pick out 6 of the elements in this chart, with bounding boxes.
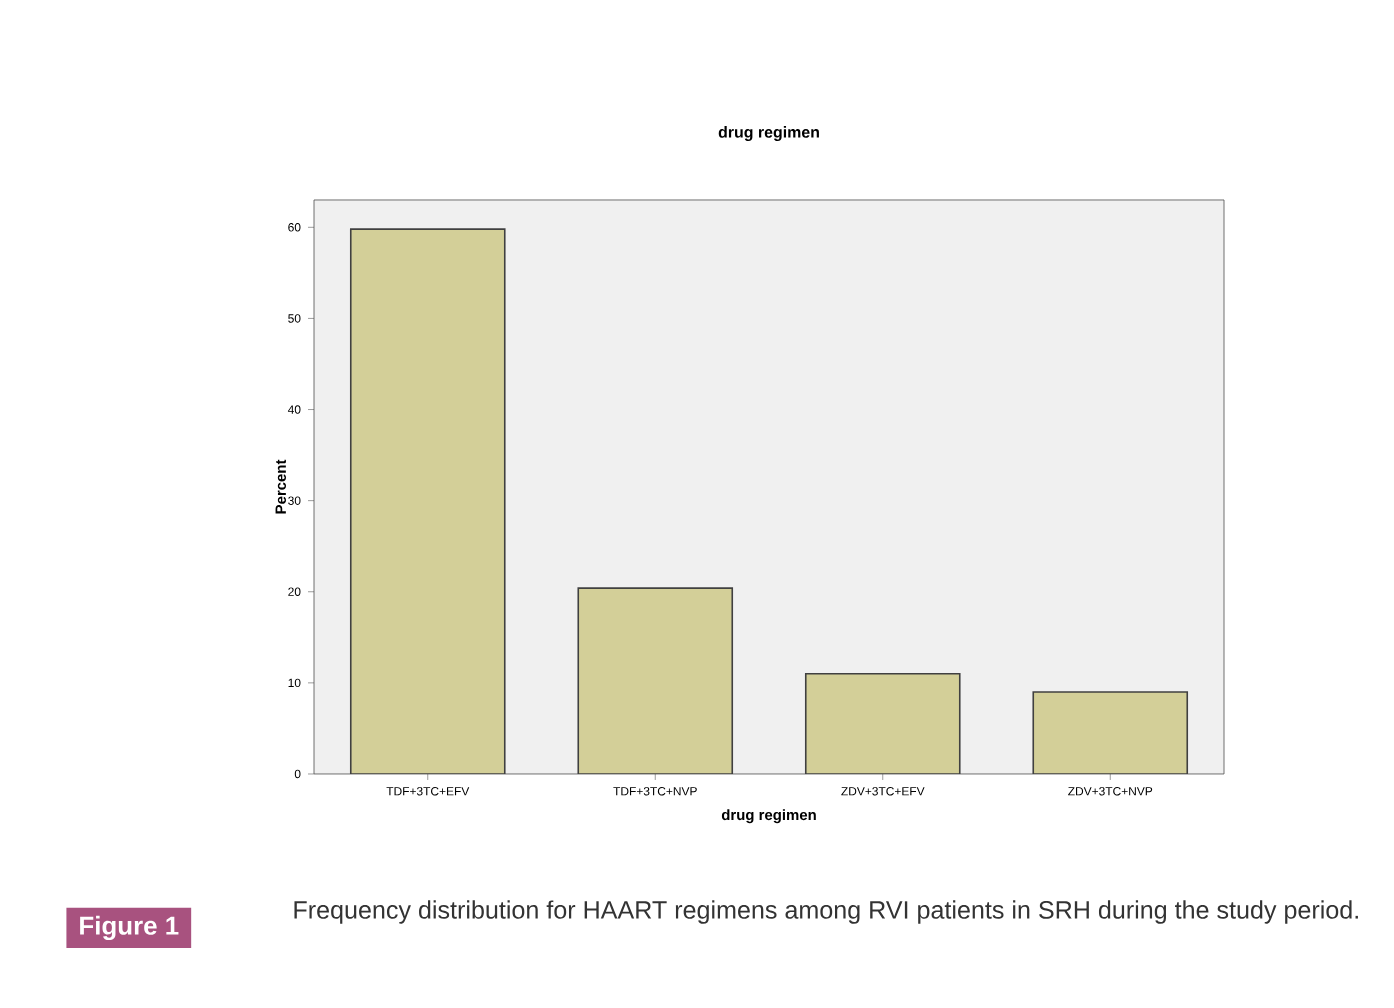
bar xyxy=(804,672,961,774)
caption: Figure 1 xyxy=(80,915,179,941)
bar xyxy=(577,587,734,774)
bar xyxy=(350,229,505,774)
text: Frequency distribution for HAART regimens among RVI patients in SRH during the study period. xyxy=(294,900,1358,924)
bar xyxy=(1032,691,1189,774)
